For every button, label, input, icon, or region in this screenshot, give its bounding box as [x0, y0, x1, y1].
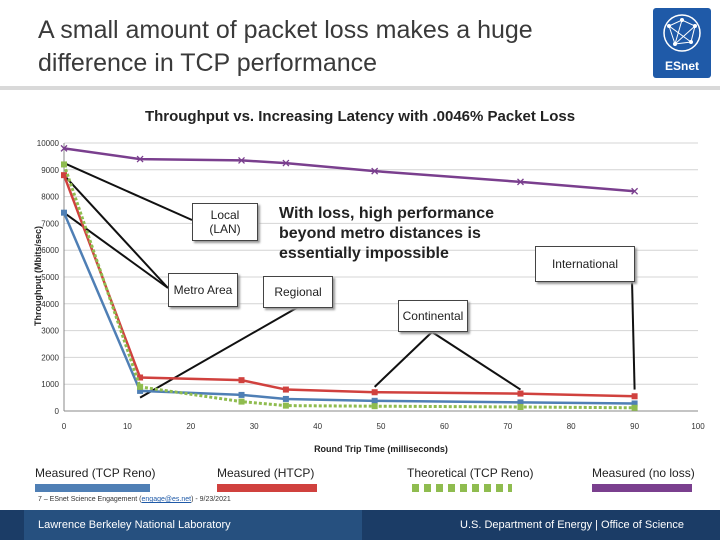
title-divider [0, 86, 720, 90]
x-tick-label: 60 [440, 422, 449, 431]
chart-axes: 0100020003000400050006000700080009000100… [37, 139, 705, 431]
legend-label-tcp-reno: Measured (TCP Reno) [35, 466, 156, 480]
y-tick-label: 1000 [41, 380, 59, 389]
data-point [371, 389, 378, 396]
y-tick-label: 9000 [41, 166, 59, 175]
data-point [136, 155, 144, 163]
data-point [631, 400, 638, 407]
slide-title: A small amount of packet loss makes a hu… [38, 16, 533, 77]
y-tick-label: 10000 [37, 139, 60, 148]
data-point [137, 374, 144, 381]
data-point [137, 387, 144, 394]
legend-swatch-tcp-reno [35, 484, 150, 492]
legend-swatch-no-loss [592, 484, 692, 492]
pointer-continental-left [373, 331, 433, 388]
x-tick-label: 40 [313, 422, 322, 431]
y-axis-title: Throughput (Mbits/sec) [33, 226, 43, 326]
x-tick-label: 0 [62, 422, 67, 431]
esnet-logo: ESnet [653, 8, 711, 78]
data-point [631, 404, 638, 411]
x-tick-label: 100 [691, 422, 705, 431]
logo-text: ESnet [664, 59, 699, 73]
data-point [61, 172, 67, 179]
globe-network-icon [663, 14, 701, 52]
callout-international: International [535, 246, 635, 282]
footer-doe: U.S. Department of Energy | Office of Sc… [460, 519, 684, 531]
data-point [631, 393, 638, 400]
footer-credit-suffix: ) - 9/23/2021 [191, 496, 231, 503]
callout-local-lan: Local (LAN) [192, 203, 258, 241]
data-point [517, 403, 524, 410]
x-tick-label: 80 [567, 422, 576, 431]
legend-label-htcp: Measured (HTCP) [217, 466, 315, 480]
legend-label-theoretical: Theoretical (TCP Reno) [407, 466, 534, 480]
y-tick-label: 2000 [41, 353, 59, 362]
data-point [282, 386, 289, 393]
pointer-international [631, 279, 636, 390]
x-tick-label: 30 [250, 422, 259, 431]
x-tick-label: 20 [186, 422, 195, 431]
y-tick-label: 5000 [41, 273, 59, 282]
data-point [517, 178, 524, 186]
data-point [238, 398, 245, 405]
footer-credit-prefix: 7 – ESnet Science Engagement ( [38, 496, 142, 503]
data-point [371, 403, 378, 410]
data-point [282, 395, 289, 402]
data-point [238, 391, 245, 398]
pointer-regional [139, 305, 301, 399]
legend-swatch-theoretical [412, 484, 512, 492]
footer-email-link[interactable]: engage@es.net [141, 496, 192, 503]
data-point [238, 377, 245, 384]
throughput-chart: Throughput vs. Increasing Latency with .… [33, 108, 705, 454]
x-tick-label: 50 [377, 422, 386, 431]
data-point [517, 390, 524, 397]
data-point [238, 156, 245, 164]
x-axis-title: Round Trip Time (milliseconds) [314, 444, 448, 454]
data-point [60, 144, 68, 152]
x-tick-label: 90 [630, 422, 639, 431]
chart-series [60, 144, 639, 411]
main-annotation: With loss, high performance beyond metro… [279, 205, 494, 262]
data-point [371, 397, 378, 404]
callout-pointers [63, 162, 636, 399]
pointer-local [63, 162, 193, 221]
y-tick-label: 7000 [41, 219, 59, 228]
pointer-metro-top [63, 174, 169, 289]
y-tick-label: 8000 [41, 193, 59, 202]
pointer-continental-right [431, 331, 522, 391]
data-point [61, 161, 67, 168]
data-point [631, 187, 639, 195]
legend-label-no-loss: Measured (no loss) [592, 466, 695, 480]
data-point [282, 402, 289, 409]
chart-title: Throughput vs. Increasing Latency with .… [145, 108, 575, 125]
x-tick-label: 70 [503, 422, 512, 431]
data-point [517, 399, 524, 406]
y-tick-label: 6000 [41, 246, 59, 255]
data-point [282, 159, 290, 167]
callout-regional: Regional [263, 276, 333, 308]
data-point [61, 209, 67, 216]
legend-swatch-htcp [217, 484, 317, 492]
footer-credit: 7 – ESnet Science Engagement (engage@es.… [38, 496, 231, 503]
pointer-metro-bottom [63, 211, 169, 289]
y-tick-label: 3000 [41, 327, 59, 336]
callout-metro-area: Metro Area [168, 273, 238, 307]
y-tick-label: 4000 [41, 300, 59, 309]
x-tick-label: 10 [123, 422, 132, 431]
footer-lab-name: Lawrence Berkeley National Laboratory [24, 510, 362, 540]
y-tick-label: 0 [55, 407, 60, 416]
data-point [371, 167, 379, 175]
data-point [137, 383, 144, 390]
callout-continental: Continental [398, 300, 468, 332]
